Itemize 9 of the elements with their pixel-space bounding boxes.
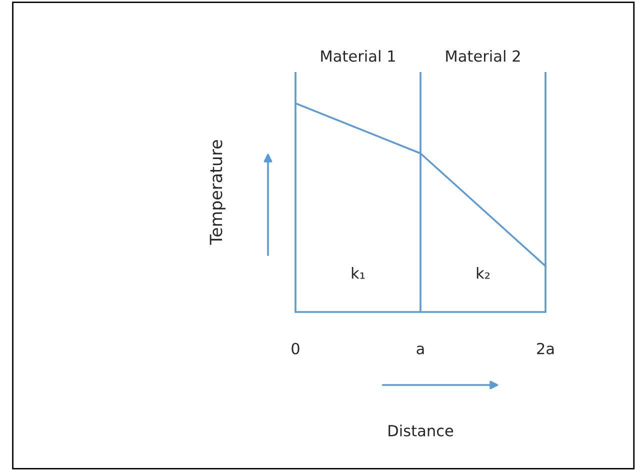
text: Material 2 [446,50,520,62]
x-tick-label: 2a [537,342,554,354]
x-tick-label: 0 [292,342,300,354]
annotation: k₁ [352,267,365,279]
text: Material 1 [321,50,395,62]
annotation: k₂ [476,267,490,279]
x-tick-label: a [416,346,424,354]
y-axis-title: Temperature [210,140,226,245]
text: Distance [388,424,454,436]
